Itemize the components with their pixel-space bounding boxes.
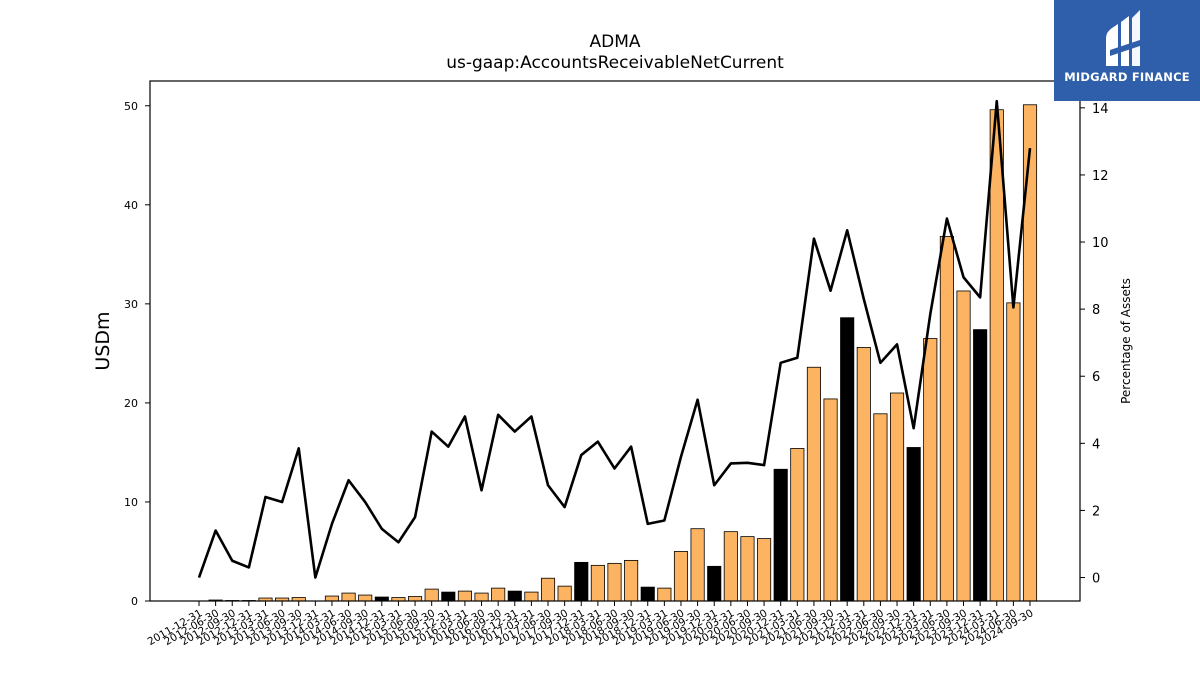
y-tick-label: 30 (124, 298, 138, 311)
bar (757, 538, 772, 602)
bar (457, 590, 472, 602)
bar (607, 562, 622, 602)
y2-tick-label: 14 (1092, 102, 1109, 117)
bar (773, 468, 788, 602)
bar (939, 236, 954, 602)
bar (624, 559, 639, 602)
bar (989, 109, 1004, 602)
bar (1006, 302, 1021, 602)
line-path (197, 99, 1032, 579)
y2-tick-label: 12 (1092, 169, 1109, 184)
logo-text: MIDGARD FINANCE (1064, 70, 1190, 84)
bar (856, 347, 871, 602)
y2-tick-label: 4 (1092, 437, 1100, 452)
bar (491, 587, 506, 602)
y2-axis-label: Percentage of Assets (1119, 278, 1133, 404)
chart-title: ADMA (589, 32, 641, 52)
bar (889, 392, 905, 602)
midgard-finance-logo: MIDGARD FINANCE (1054, 0, 1200, 101)
bar (640, 586, 655, 602)
bar (690, 528, 705, 602)
bar (424, 588, 439, 602)
bar (507, 590, 522, 602)
y2-tick-label: 8 (1092, 303, 1100, 318)
bar (790, 448, 805, 602)
y2-tick-label: 10 (1092, 236, 1109, 251)
bar (590, 564, 605, 602)
bar (574, 561, 589, 602)
bar (441, 591, 456, 602)
bar (956, 290, 971, 602)
bar (524, 591, 539, 602)
y-tick-label: 0 (131, 595, 138, 608)
y-axis-label: USDm (92, 311, 114, 370)
bar (341, 592, 356, 602)
bar (673, 551, 689, 602)
y-tick-label: 40 (124, 199, 138, 212)
bar (906, 447, 921, 602)
bar (823, 398, 838, 602)
bar (408, 596, 423, 602)
bar (540, 577, 556, 602)
bar (840, 317, 855, 602)
y2-tick-label: 2 (1092, 504, 1100, 519)
bar (723, 531, 738, 602)
bar-series (208, 104, 1038, 602)
bar (324, 595, 340, 602)
y2-tick-label: 0 (1092, 572, 1100, 587)
y-tick-label: 50 (124, 100, 138, 113)
bar (474, 592, 489, 602)
bar (358, 594, 373, 602)
bar (873, 413, 888, 602)
bar (1022, 104, 1038, 602)
chart-subtitle: us-gaap:AccountsReceivableNetCurrent (446, 53, 784, 73)
bar (806, 366, 821, 602)
y-tick-label: 10 (124, 496, 138, 509)
bar (973, 329, 988, 602)
y-tick-label: 20 (124, 397, 138, 410)
line-series (197, 99, 1032, 579)
midgard-logo-icon (1106, 10, 1146, 66)
bar (557, 585, 572, 602)
bar (657, 587, 672, 602)
y2-tick-label: 6 (1092, 370, 1100, 385)
bar (707, 565, 722, 602)
bar (740, 536, 755, 602)
bar (923, 338, 938, 602)
